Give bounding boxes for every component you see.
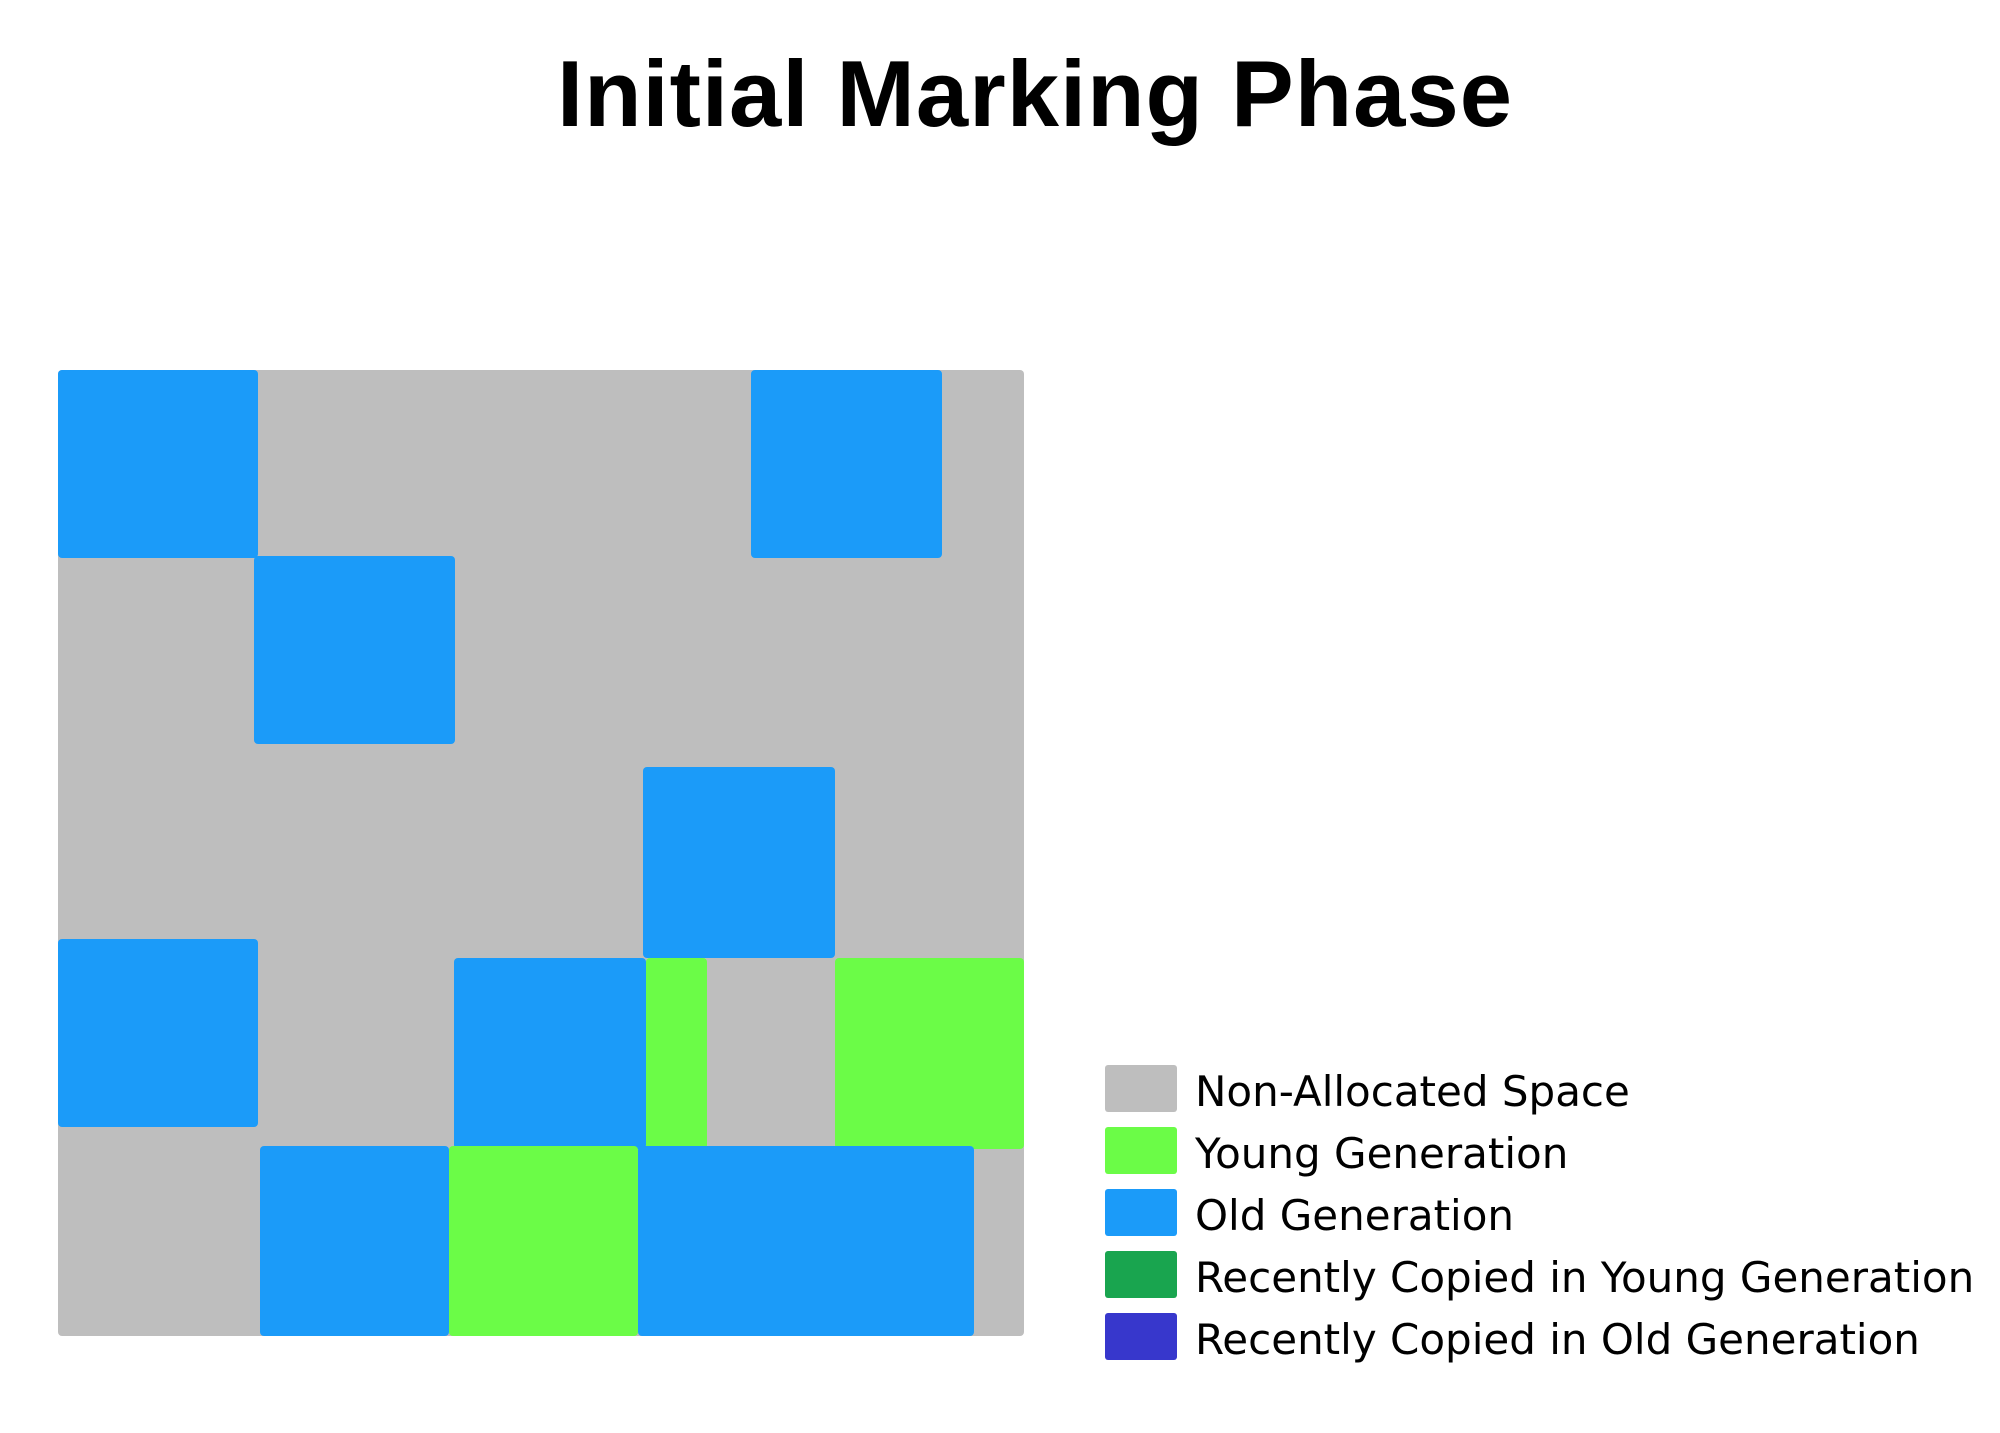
page-title: Initial Marking Phase — [556, 41, 1514, 146]
old-generation-region — [58, 939, 258, 1127]
old-generation-region — [254, 556, 455, 744]
old-generation-region — [638, 1146, 974, 1336]
legend-swatch — [1105, 1251, 1177, 1298]
old-generation-region — [643, 767, 835, 958]
old-generation-region — [58, 370, 258, 558]
legend-swatch — [1105, 1189, 1177, 1236]
young-generation-region — [835, 958, 1024, 1149]
legend-label: Old Generation — [1195, 1191, 1515, 1240]
legend-label: Young Generation — [1195, 1129, 1569, 1178]
old-generation-region — [751, 370, 942, 558]
young-generation-region — [646, 958, 707, 1149]
old-generation-region — [260, 1146, 449, 1336]
legend-label: Recently Copied in Young Generation — [1195, 1253, 1975, 1302]
young-generation-region — [449, 1146, 638, 1336]
legend-label: Non-Allocated Space — [1195, 1067, 1630, 1116]
legend-swatch — [1105, 1127, 1177, 1174]
legend-swatch — [1105, 1065, 1177, 1112]
old-generation-region — [454, 958, 646, 1149]
legend-label: Recently Copied in Old Generation — [1195, 1315, 1920, 1364]
heap-grid — [58, 370, 1024, 1336]
legend-swatch — [1105, 1313, 1177, 1360]
